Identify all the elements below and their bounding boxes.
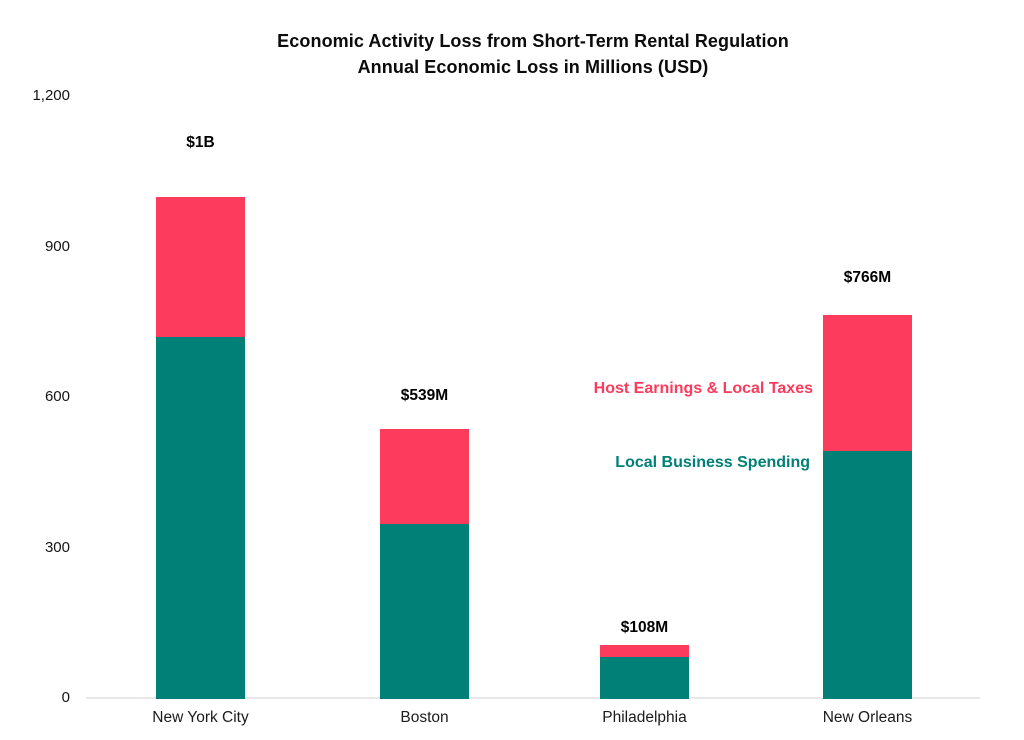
chart-title: Economic Activity Loss from Short-Term R… (42, 28, 1024, 80)
legend-annotation-host-earnings-local-taxes: Host Earnings & Local Taxes (593, 380, 813, 397)
bar-segment-host-earnings-local-taxes-new-york-city (156, 197, 245, 337)
bar-segment-local-business-spending-new-york-city (156, 336, 245, 699)
chart-title-line1: Economic Activity Loss from Short-Term R… (277, 31, 789, 51)
x-axis-label-philadelphia: Philadelphia (602, 709, 687, 726)
bar-total-label-philadelphia: $108M (620, 618, 669, 636)
x-axis-label-new-york-city: New York City (152, 709, 249, 726)
bar-segment-host-earnings-local-taxes-boston (380, 428, 469, 524)
bar-segment-local-business-spending-boston (380, 523, 469, 699)
bar-segment-host-earnings-local-taxes-philadelphia (600, 644, 689, 657)
bar-segment-host-earnings-local-taxes-new-orleans (823, 314, 912, 452)
bar-segment-local-business-spending-philadelphia (600, 656, 689, 699)
y-axis-tick-label: 900 (44, 237, 70, 255)
y-axis-tick-label: 1,200 (32, 87, 70, 104)
bar-total-label-boston: $539M (400, 386, 449, 404)
legend-annotation-local-business-spending: Local Business Spending (615, 454, 810, 471)
bar-total-label-new-york-city: $1B (186, 134, 215, 152)
bar-total-label-new-orleans: $766M (843, 268, 892, 286)
y-axis-tick-label: 300 (44, 538, 70, 556)
bar-segment-local-business-spending-new-orleans (823, 451, 912, 699)
y-axis-tick-label: 600 (44, 388, 70, 405)
chart-title-line2: Annual Economic Loss in Millions (USD) (357, 57, 709, 77)
x-axis-label-new-orleans: New Orleans (822, 709, 913, 726)
y-axis-tick-label: 0 (61, 689, 70, 706)
x-axis-line (86, 697, 980, 699)
x-axis-label-boston: Boston (400, 709, 449, 726)
